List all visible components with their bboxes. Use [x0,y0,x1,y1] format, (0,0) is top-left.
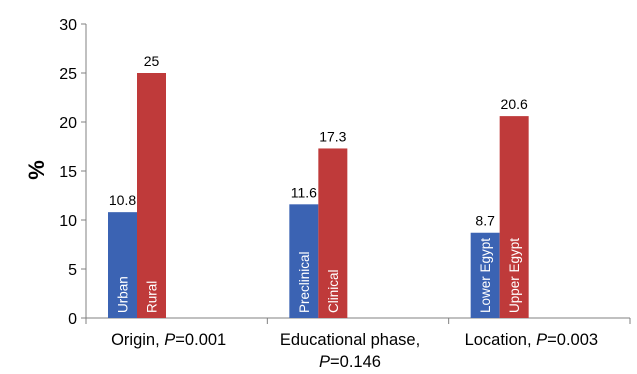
y-tick-label: 30 [59,17,77,34]
y-axis-label: % [24,160,49,180]
category-label: P=0.146 [319,353,381,371]
bar-inner-label: Rural [145,281,160,313]
y-tick-label: 15 [59,164,77,181]
bar-value-label: 10.8 [109,192,136,208]
y-axis-ticks: 0 5 10 15 20 25 30 [59,17,86,328]
category-label: Educational phase, [280,331,420,349]
bar-value-label: 17.3 [319,128,346,144]
bar [499,116,529,319]
category-label: Location, P=0.003 [465,331,599,349]
bar-inner-label: Preclinical [297,251,312,313]
bars: 10.8 Urban 25 Rural 11.6 Preclinical 17.3 Clini… [108,53,529,319]
axes [85,24,631,324]
y-tick-label: 5 [68,262,77,279]
bar-value-label: 20.6 [501,96,528,112]
bar [470,232,500,318]
y-tick-label: 25 [59,66,77,83]
bar [318,148,348,318]
category-label: Origin, P=0.001 [111,331,226,349]
bar [108,212,137,318]
y-tick-label: 10 [59,213,77,230]
y-tick-label: 0 [68,311,77,328]
bar [137,73,166,318]
bar-value-label: 8.7 [475,213,495,229]
bar-inner-label: Lower Egypt [478,238,493,313]
bar-value-label: 25 [144,53,160,69]
y-tick-label: 20 [59,115,77,132]
category-labels: Origin, P=0.001 Educational phase, P=0.146… [111,331,598,371]
bar-inner-label: Clinical [326,269,341,313]
bar-inner-label: Urban [116,276,131,313]
bar-value-label: 11.6 [291,184,317,200]
bar [289,204,319,318]
bar-inner-label: Upper Egypt [507,238,522,313]
